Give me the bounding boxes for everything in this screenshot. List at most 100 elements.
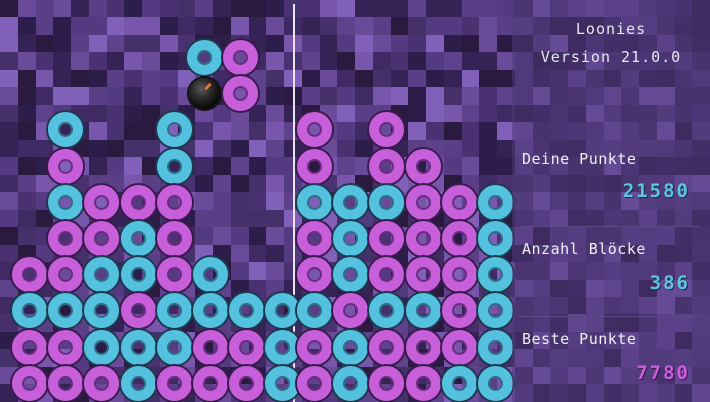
- blue-ring-block: [120, 257, 156, 293]
- blocks-value: 386: [649, 272, 690, 294]
- pink-ring-block: [156, 365, 192, 401]
- pink-ring-block: [405, 257, 441, 293]
- blue-ring-block: [478, 257, 513, 293]
- pink-ring-block: [12, 329, 47, 365]
- pink-ring-block: [48, 148, 84, 184]
- pink-ring-block: [369, 112, 405, 148]
- pink-ring-block: [12, 257, 47, 293]
- blue-ring-block: [369, 293, 405, 329]
- blue-ring-block: [193, 293, 228, 329]
- pink-ring-block: [156, 221, 192, 256]
- pink-ring-block: [369, 365, 405, 401]
- blue-ring-block: [156, 148, 192, 184]
- info-panel: Loonies Version 21.0.0 Deine Punkte 2158…: [512, 0, 710, 402]
- pink-ring-block: [441, 257, 477, 293]
- pink-ring-block: [405, 148, 441, 184]
- pink-ring-block: [441, 184, 477, 220]
- blue-ring-block: [156, 112, 192, 148]
- blue-ring-block: [265, 365, 301, 401]
- blue-ring-block: [478, 329, 513, 365]
- pink-ring-block: [297, 329, 332, 365]
- pink-ring-block: [333, 293, 369, 329]
- blue-ring-block: [405, 293, 441, 329]
- pink-ring-block: [156, 257, 192, 293]
- board-divider: [293, 4, 295, 402]
- blue-ring-block: [333, 257, 369, 293]
- blue-ring-block: [48, 184, 84, 220]
- pink-ring-block: [84, 221, 120, 256]
- blue-ring-block: [333, 221, 369, 256]
- pink-ring-block: [441, 329, 477, 365]
- blue-ring-block: [478, 293, 513, 329]
- pink-ring-block: [297, 148, 332, 184]
- pink-ring-block: [48, 257, 84, 293]
- blocks-label: Anzahl Blöcke: [522, 240, 646, 258]
- bomb-icon: [189, 78, 220, 109]
- pink-ring-block: [297, 221, 332, 256]
- blue-ring-block: [369, 184, 405, 220]
- stats-divider: [520, 316, 700, 317]
- pink-ring-block: [369, 148, 405, 184]
- blue-ring-block: [84, 257, 120, 293]
- pink-ring-block: [193, 365, 228, 401]
- pink-ring-block: [405, 184, 441, 220]
- blue-ring-block: [333, 365, 369, 401]
- pink-ring-block: [405, 329, 441, 365]
- pink-ring-block: [193, 329, 228, 365]
- pink-ring-block: [223, 40, 258, 75]
- pink-ring-block: [223, 76, 258, 111]
- pink-ring-block: [369, 221, 405, 256]
- blue-ring-block: [229, 293, 265, 329]
- score-label: Deine Punkte: [522, 150, 637, 168]
- pink-ring-block: [229, 329, 265, 365]
- pink-ring-block: [12, 365, 47, 401]
- pink-ring-block: [48, 365, 84, 401]
- blue-ring-block: [12, 293, 47, 329]
- stats-divider: [520, 226, 700, 227]
- pink-ring-block: [120, 293, 156, 329]
- pink-ring-block: [369, 329, 405, 365]
- pink-ring-block: [48, 221, 84, 256]
- blue-ring-block: [48, 293, 84, 329]
- best-label: Beste Punkte: [522, 330, 637, 348]
- game-version: Version 21.0.0: [540, 48, 682, 66]
- best-value: 7780: [636, 362, 690, 384]
- pink-ring-block: [405, 365, 441, 401]
- blue-ring-block: [297, 293, 332, 329]
- game-board: [0, 0, 512, 402]
- blue-ring-block: [156, 329, 192, 365]
- blue-ring-block: [478, 184, 513, 220]
- blue-ring-block: [333, 184, 369, 220]
- pink-ring-block: [441, 221, 477, 256]
- pink-ring-block: [84, 365, 120, 401]
- pink-ring-block: [405, 221, 441, 256]
- pink-ring-block: [441, 293, 477, 329]
- pink-ring-block: [48, 329, 84, 365]
- pink-ring-block: [297, 365, 332, 401]
- blue-ring-block: [120, 221, 156, 256]
- score-value: 21580: [622, 180, 690, 202]
- blue-ring-block: [156, 293, 192, 329]
- blue-ring-block: [84, 293, 120, 329]
- pink-ring-block: [297, 257, 332, 293]
- pink-ring-block: [229, 365, 265, 401]
- pink-ring-block: [84, 184, 120, 220]
- blue-ring-block: [193, 257, 228, 293]
- blue-ring-block: [297, 184, 332, 220]
- blue-ring-block: [478, 221, 513, 256]
- blue-ring-block: [333, 329, 369, 365]
- blue-ring-block: [265, 329, 301, 365]
- pink-ring-block: [156, 184, 192, 220]
- pink-ring-block: [369, 257, 405, 293]
- pink-ring-block: [120, 184, 156, 220]
- blue-ring-block: [120, 365, 156, 401]
- blue-ring-block: [187, 40, 222, 75]
- blue-ring-block: [48, 112, 84, 148]
- blue-ring-block: [120, 329, 156, 365]
- game-title: Loonies: [575, 20, 647, 38]
- blue-ring-block: [84, 329, 120, 365]
- blue-ring-block: [441, 365, 477, 401]
- blue-ring-block: [265, 293, 301, 329]
- pink-ring-block: [297, 112, 332, 148]
